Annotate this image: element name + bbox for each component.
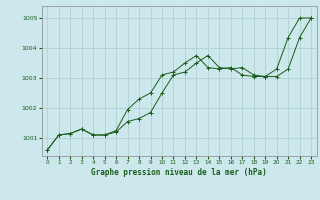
X-axis label: Graphe pression niveau de la mer (hPa): Graphe pression niveau de la mer (hPa)	[91, 168, 267, 177]
